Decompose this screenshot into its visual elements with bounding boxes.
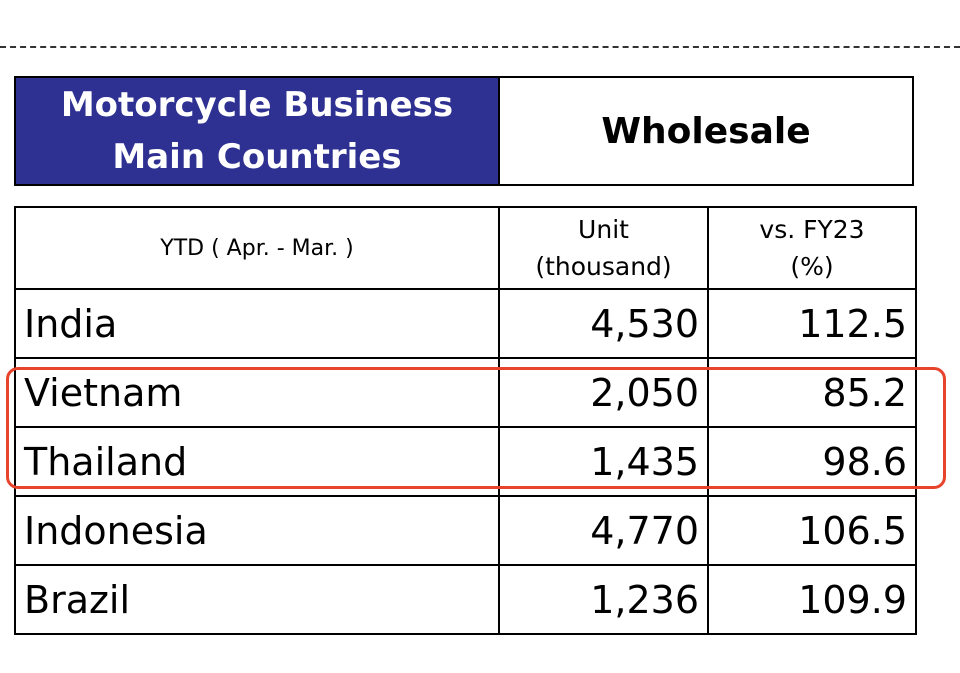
vs-header: vs. FY23 (%) xyxy=(707,206,917,290)
period-header: YTD ( Apr. - Mar. ) xyxy=(14,206,500,290)
vs-cell: 85.2 xyxy=(707,357,917,428)
vs-cell: 109.9 xyxy=(707,564,917,635)
country-cell: Thailand xyxy=(14,426,500,497)
country-cell: Indonesia xyxy=(14,495,500,566)
vs-cell: 112.5 xyxy=(707,288,917,359)
units-cell: 2,050 xyxy=(498,357,709,428)
units-cell: 1,236 xyxy=(498,564,709,635)
vs-header-line-2: (%) xyxy=(790,252,834,281)
table-header-row: YTD ( Apr. - Mar. ) Unit (thousand) vs. … xyxy=(14,206,917,290)
units-cell: 4,770 xyxy=(498,495,709,566)
units-cell: 4,530 xyxy=(498,288,709,359)
units-cell: 1,435 xyxy=(498,426,709,497)
vs-cell: 106.5 xyxy=(707,495,917,566)
title-line-1: Motorcycle Business xyxy=(60,85,454,125)
vs-cell: 98.6 xyxy=(707,426,917,497)
table-row: Brazil 1,236 109.9 xyxy=(14,564,917,635)
header-box: Motorcycle Business Main Countries Whole… xyxy=(14,76,914,186)
unit-header: Unit (thousand) xyxy=(498,206,709,290)
title-panel: Motorcycle Business Main Countries xyxy=(16,78,500,184)
table-row: Indonesia 4,770 106.5 xyxy=(14,495,917,566)
wholesale-table: YTD ( Apr. - Mar. ) Unit (thousand) vs. … xyxy=(14,206,917,635)
table-row: Thailand 1,435 98.6 xyxy=(14,426,917,497)
unit-header-line-2: (thousand) xyxy=(535,252,672,281)
section-label: Wholesale xyxy=(601,110,811,152)
table-row: India 4,530 112.5 xyxy=(14,288,917,359)
unit-header-line-1: Unit xyxy=(578,215,629,244)
country-cell: Vietnam xyxy=(14,357,500,428)
country-cell: India xyxy=(14,288,500,359)
table-row: Vietnam 2,050 85.2 xyxy=(14,357,917,428)
title-line-2: Main Countries xyxy=(112,137,402,177)
country-cell: Brazil xyxy=(14,564,500,635)
dashed-divider xyxy=(0,46,960,48)
vs-header-line-1: vs. FY23 xyxy=(759,215,865,244)
